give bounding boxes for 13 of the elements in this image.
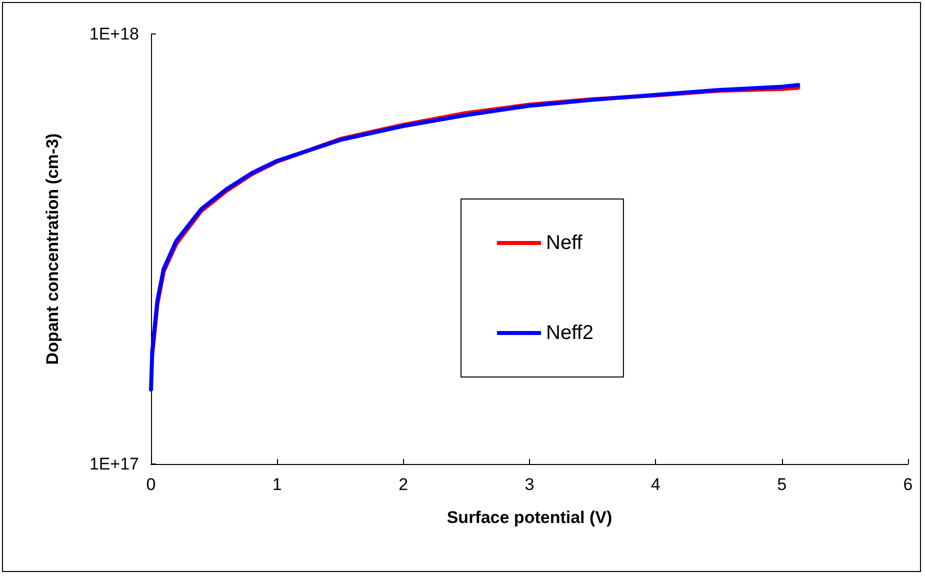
legend-label: Neff	[546, 232, 583, 254]
x-tick-label: 4	[650, 475, 660, 494]
x-tick-label: 0	[146, 475, 156, 494]
y-axis-title: Dopant concentration (cm-3)	[43, 133, 62, 365]
x-tick-label: 1	[272, 475, 282, 494]
x-tick-label: 2	[398, 475, 408, 494]
x-tick-label: 3	[524, 475, 534, 494]
x-tick-label: 5	[777, 475, 787, 494]
y-tick-label: 1E+17	[89, 454, 139, 474]
x-tick-label: 6	[903, 475, 913, 494]
legend-label: Neff2	[546, 322, 594, 344]
y-tick-label: 1E+18	[89, 24, 139, 44]
x-axis-title: Surface potential (V)	[446, 508, 612, 527]
